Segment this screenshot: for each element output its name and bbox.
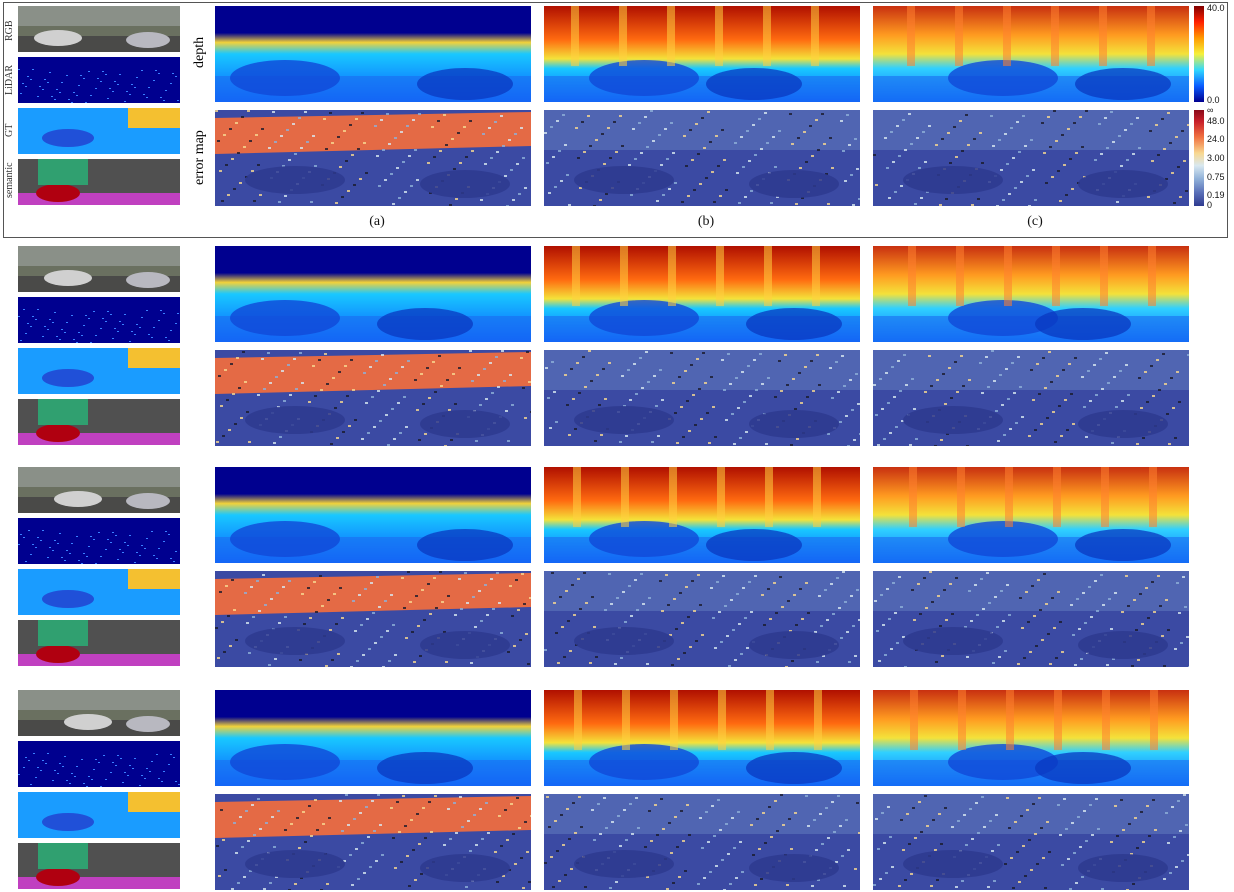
error-map-panel	[873, 350, 1189, 446]
rgb-thumbnail	[18, 246, 180, 292]
depth-colorbar	[1194, 6, 1204, 102]
error-map-panel	[873, 110, 1189, 206]
thumb-label-gt: GT	[4, 123, 15, 138]
error-tick-24: 24.0	[1207, 134, 1225, 144]
error-tick-48: 48.0	[1207, 116, 1225, 126]
lidar-thumbnail	[18, 518, 180, 564]
depth-panel	[215, 6, 531, 102]
gt-thumbnail	[18, 108, 180, 154]
semantic-thumbnail	[18, 399, 180, 445]
error-tick-3: 3.00	[1207, 153, 1225, 163]
example-frame	[3, 2, 1228, 238]
error-map-panel	[544, 350, 860, 446]
error-map-panel	[544, 110, 860, 206]
depth-colorbar-max: 40.0	[1207, 3, 1225, 13]
depth-panel	[544, 6, 860, 102]
lidar-thumbnail	[18, 57, 180, 103]
depth-panel	[215, 690, 531, 786]
error-map-panel	[873, 571, 1189, 667]
depth-panel	[873, 246, 1189, 342]
column-label-b: (b)	[697, 214, 715, 229]
depth-panel	[873, 6, 1189, 102]
rgb-thumbnail	[18, 6, 180, 52]
depth-panel	[544, 246, 860, 342]
semantic-thumbnail	[18, 159, 180, 205]
error-tick-075: 0.75	[1207, 172, 1225, 182]
thumb-label-semantic: semantic	[4, 162, 15, 199]
rgb-thumbnail	[18, 690, 180, 736]
error-map-panel	[215, 571, 531, 667]
row-label-depth: depth	[192, 36, 207, 69]
depth-panel	[544, 690, 860, 786]
error-map-panel	[215, 794, 531, 890]
row-label-error-map: error map	[192, 130, 207, 186]
lidar-thumbnail	[18, 297, 180, 343]
gt-thumbnail	[18, 569, 180, 615]
rgb-thumbnail	[18, 467, 180, 513]
depth-panel	[873, 467, 1189, 563]
semantic-thumbnail	[18, 843, 180, 889]
lidar-thumbnail	[18, 741, 180, 787]
depth-panel	[215, 467, 531, 563]
error-map-panel	[215, 350, 531, 446]
error-tick-019: 0.19	[1207, 190, 1225, 200]
depth-colorbar-min: 0.0	[1207, 95, 1220, 105]
error-tick-0: 0	[1207, 200, 1213, 210]
error-tick-inf: ∞	[1207, 105, 1214, 115]
column-label-c: (c)	[1027, 214, 1043, 229]
error-map-panel	[544, 794, 860, 890]
gt-thumbnail	[18, 348, 180, 394]
depth-panel	[544, 467, 860, 563]
depth-panel	[873, 690, 1189, 786]
depth-panel	[215, 246, 531, 342]
error-map-panel	[544, 571, 860, 667]
error-map-panel	[215, 110, 531, 206]
column-label-a: (a)	[369, 214, 385, 229]
thumb-label-lidar: LiDAR	[4, 65, 15, 96]
error-map-panel	[873, 794, 1189, 890]
error-colorbar	[1194, 110, 1204, 206]
thumb-label-rgb: RGB	[4, 20, 15, 41]
semantic-thumbnail	[18, 620, 180, 666]
gt-thumbnail	[18, 792, 180, 838]
